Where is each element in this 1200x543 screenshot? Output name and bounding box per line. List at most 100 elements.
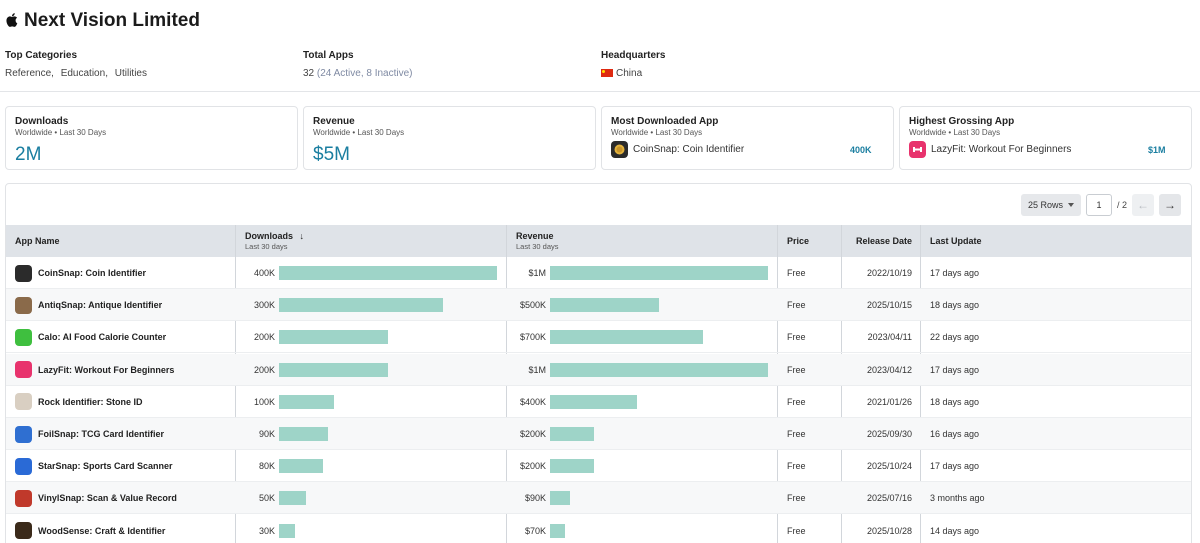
- revenue-bar: [550, 330, 703, 345]
- vinyl-icon: [15, 489, 32, 507]
- downloads-value: 80K: [258, 461, 275, 472]
- total-apps-value-row: 32 (24 Active, 8 Inactive): [303, 68, 413, 79]
- revenue-value: $500K: [519, 300, 546, 311]
- category-link[interactable]: Education: [60, 68, 106, 79]
- revenue-bar: [550, 523, 566, 538]
- table-row[interactable]: VinylSnap: Scan & Value Record 50K $90K Fre…: [6, 482, 1191, 515]
- most-downloaded-card: Most Downloaded App Worldwide • Last 30 …: [601, 106, 894, 170]
- table-row[interactable]: LazyFit: Workout For Beginners 200K $1M Fre…: [6, 353, 1191, 386]
- last-update-value: 17 days ago: [930, 461, 980, 472]
- release-date-value: 2021/01/26: [866, 396, 912, 407]
- app-revenue: $1M: [1148, 144, 1166, 155]
- app-cell[interactable]: FoilSnap: TCG Card Identifier: [15, 418, 164, 450]
- revenue-bar: [550, 459, 594, 474]
- table-row[interactable]: Calo: AI Food Calorie Counter 200K $700K Fr…: [6, 321, 1191, 354]
- card-subtitle: Worldwide • Last 30 Days: [611, 128, 703, 137]
- app-cell[interactable]: VinylSnap: Scan & Value Record: [15, 482, 177, 514]
- table-row[interactable]: StarSnap: Sports Card Scanner 80K $200K Fre…: [6, 450, 1191, 483]
- app-name[interactable]: WoodSense: Craft & Identifier: [38, 525, 166, 536]
- app-downloads: 400K: [850, 144, 872, 155]
- app-cell[interactable]: StarSnap: Sports Card Scanner: [15, 450, 173, 482]
- price-value: Free: [787, 268, 806, 278]
- card-subtitle: Worldwide • Last 30 Days: [909, 128, 1001, 137]
- card-title: Most Downloaded App: [611, 116, 719, 127]
- col-release-date[interactable]: Release Date: [852, 225, 912, 257]
- price-value: Free: [787, 396, 806, 407]
- app-name[interactable]: Calo: AI Food Calorie Counter: [38, 332, 167, 343]
- col-last-update[interactable]: Last Update: [930, 225, 982, 257]
- card-subtitle: Worldwide • Last 30 Days: [15, 128, 107, 137]
- release-date-value: 2025/10/24: [866, 461, 912, 472]
- app-name[interactable]: AntiqSnap: Antique Identifier: [38, 300, 163, 311]
- app-cell[interactable]: AntiqSnap: Antique Identifier: [15, 289, 162, 321]
- app-name[interactable]: FoilSnap: TCG Card Identifier: [38, 429, 165, 439]
- total-apps-value: 32: [303, 68, 315, 79]
- app-cell[interactable]: Rock Identifier: Stone ID: [15, 386, 143, 418]
- price-value: Free: [787, 332, 806, 343]
- table-row[interactable]: AntiqSnap: Antique Identifier 300K $500K Fr…: [6, 289, 1191, 322]
- headquarters-label: Headquarters: [601, 50, 666, 61]
- app-cell[interactable]: Calo: AI Food Calorie Counter: [15, 321, 166, 353]
- headquarters-value-row: China: [601, 68, 665, 79]
- most-downloaded-app[interactable]: CoinSnap: Coin Identifier 400K: [611, 141, 884, 158]
- downloads-bar: [279, 523, 296, 538]
- table-header: App Name Downloads ↓ Last 30 days Revenu…: [6, 225, 1191, 257]
- app-cell[interactable]: LazyFit: Workout For Beginners: [15, 354, 174, 386]
- app-cell[interactable]: CoinSnap: Coin Identifier: [15, 257, 146, 289]
- revenue-bar: [550, 362, 768, 377]
- revenue-bar: [550, 491, 570, 506]
- fitness-icon: [15, 361, 32, 379]
- downloads-value: 30K: [258, 525, 275, 536]
- table-row[interactable]: Rock Identifier: Stone ID 100K $400K Free 20…: [6, 386, 1191, 418]
- table-row[interactable]: CoinSnap: Coin Identifier 400K $1M Free 2022…: [6, 257, 1191, 289]
- app-name[interactable]: Rock Identifier: Stone ID: [38, 396, 143, 407]
- last-update-value: 14 days ago: [930, 525, 980, 536]
- china-flag-icon: [601, 69, 613, 77]
- release-date-value: 2023/04/12: [866, 364, 912, 375]
- downloads-card: Downloads Worldwide • Last 30 Days 2M: [5, 106, 298, 170]
- rows-per-page-select[interactable]: 25 Rows: [1020, 194, 1081, 216]
- revenue-value: $200K: [519, 461, 546, 472]
- table-row[interactable]: WoodSense: Craft & Identifier 30K $70K Free…: [6, 515, 1191, 543]
- page-total: / 2: [1116, 200, 1127, 210]
- app-name[interactable]: StarSnap: Sports Card Scanner: [38, 461, 173, 472]
- downloads-value: 100K: [253, 396, 275, 407]
- app-name[interactable]: VinylSnap: Scan & Value Record: [38, 493, 177, 504]
- downloads-bar: [279, 330, 388, 345]
- apple-icon: [6, 13, 18, 27]
- downloads-bar: [279, 362, 388, 377]
- app-name: LazyFit: Workout For Beginners: [931, 144, 1072, 155]
- page-number-input[interactable]: 1: [1085, 194, 1112, 216]
- next-page-button[interactable]: →: [1159, 194, 1181, 216]
- col-revenue-label: Revenue: [516, 231, 554, 241]
- highest-grossing-app[interactable]: LazyFit: Workout For Beginners $1M: [909, 141, 1182, 158]
- release-date-value: 2025/07/16: [866, 493, 912, 504]
- arrow-left-icon: ←: [1137, 198, 1149, 212]
- pagination: 25 Rows 1 / 2 ← →: [1020, 194, 1181, 216]
- col-app-name[interactable]: App Name: [15, 225, 60, 257]
- col-app-name-label: App Name: [15, 236, 60, 246]
- col-price-label: Price: [787, 236, 810, 246]
- prev-page-button[interactable]: ←: [1132, 194, 1154, 216]
- highest-grossing-card: Highest Grossing App Worldwide • Last 30…: [899, 106, 1192, 170]
- downloads-bar: [279, 459, 323, 474]
- category-link[interactable]: Utilities: [114, 68, 147, 79]
- col-downloads-label: Downloads ↓: [245, 231, 304, 241]
- downloads-value: 90K: [258, 429, 275, 439]
- col-price[interactable]: Price: [787, 225, 809, 257]
- col-last-update-label: Last Update: [930, 236, 982, 246]
- release-date-value: 2025/10/15: [866, 300, 912, 311]
- category-link[interactable]: Reference: [5, 68, 52, 79]
- app-cell[interactable]: WoodSense: Craft & Identifier: [15, 515, 165, 543]
- chevron-down-icon: [1067, 203, 1074, 207]
- app-name[interactable]: CoinSnap: Coin Identifier: [38, 268, 146, 278]
- revenue-value: $700K: [519, 332, 546, 343]
- card-title: Revenue: [313, 116, 355, 127]
- table-row[interactable]: FoilSnap: TCG Card Identifier 90K $200K Fre…: [6, 418, 1191, 450]
- top-categories-label: Top Categories: [5, 50, 78, 61]
- app-name[interactable]: LazyFit: Workout For Beginners: [38, 364, 175, 375]
- downloads-value: 300K: [253, 300, 275, 311]
- price-value: Free: [787, 525, 806, 536]
- col-downloads[interactable]: Downloads ↓ Last 30 days: [245, 225, 304, 257]
- col-revenue[interactable]: Revenue Last 30 days: [516, 225, 559, 257]
